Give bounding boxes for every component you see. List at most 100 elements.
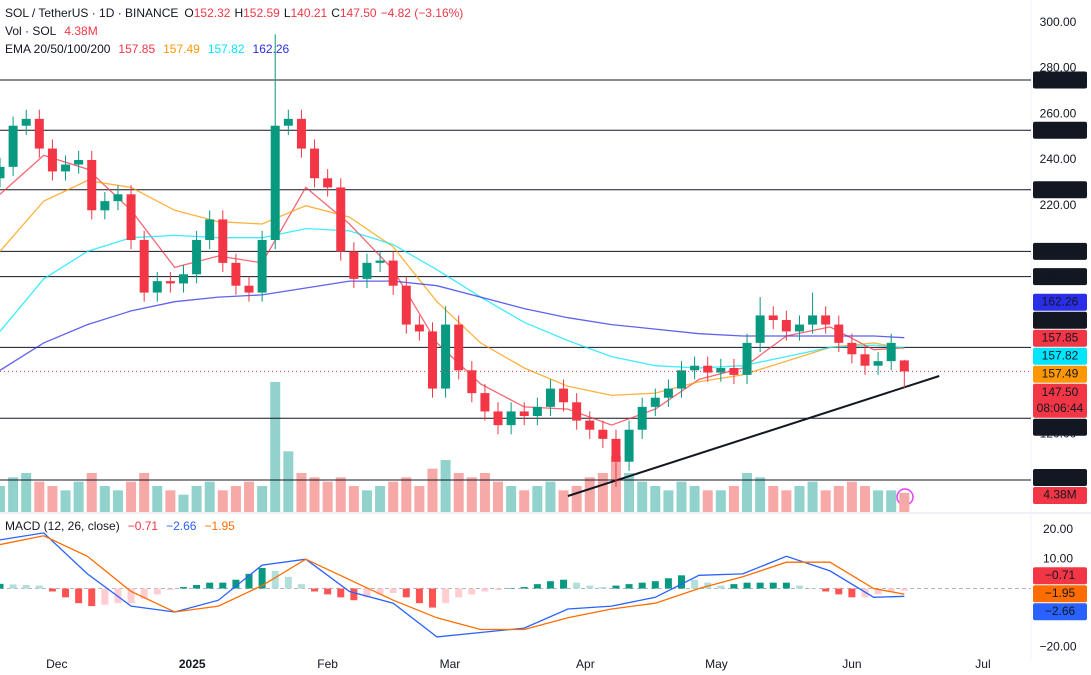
candle-body	[860, 354, 870, 366]
price-tag: 157.82	[1033, 347, 1087, 365]
volume-bar	[571, 486, 582, 512]
macd-histogram-bar	[350, 588, 358, 601]
macd-histogram-bar	[284, 576, 292, 589]
candle-body	[847, 342, 857, 355]
macd-histogram-bar	[743, 582, 751, 589]
candle-body	[493, 411, 503, 426]
candle-body	[834, 324, 844, 343]
volume-bar	[283, 451, 294, 512]
volume-bar	[859, 486, 870, 512]
candle-body	[611, 438, 621, 462]
macd-histogram-bar	[835, 588, 843, 595]
candle-body	[624, 429, 634, 462]
candle-body	[441, 324, 451, 389]
price-tag: 4.38M	[1033, 487, 1087, 505]
candle-body	[519, 411, 529, 416]
macd-histogram-bar	[415, 588, 423, 604]
price-tag-bg	[1033, 293, 1087, 311]
price-tag-label: 127.00	[1042, 419, 1079, 433]
price-tag-label: 147.50	[1042, 385, 1079, 399]
volume-bar	[899, 493, 910, 512]
candle-body	[532, 406, 542, 416]
volume-bar	[545, 481, 556, 512]
candle-body	[794, 324, 804, 332]
volume-legend-label: Vol · SOL	[5, 24, 57, 38]
volume-bar	[637, 481, 648, 512]
candle-body	[821, 315, 831, 325]
candle-body	[0, 166, 5, 179]
legend-line-1: SOL / TetherUS · 1D · BINANCE O152.32 H152…	[5, 6, 463, 20]
candle-body	[231, 262, 241, 286]
candle-body	[480, 393, 490, 412]
price-tag-bg	[1033, 365, 1087, 383]
volume-bar	[34, 481, 45, 512]
macd-histogram-bar	[35, 585, 43, 589]
macd-histogram-bar	[376, 588, 384, 595]
price-tag-label: 253.00	[1042, 122, 1079, 136]
candle-body	[178, 274, 188, 284]
volume-bar	[807, 481, 818, 512]
macd-histogram-bar	[678, 575, 686, 589]
price-tag: −0.71	[1033, 567, 1087, 585]
candle-body	[61, 164, 71, 172]
candle-body	[362, 262, 372, 279]
candle-body	[100, 201, 110, 211]
macd-histogram-bar	[101, 588, 109, 605]
y-tick-label: 10.00	[1043, 551, 1073, 565]
macd-histogram-bar	[533, 584, 541, 589]
macd-histogram-bar	[822, 588, 830, 592]
price-tag-label: 4.38M	[1043, 488, 1076, 502]
volume-bar	[388, 481, 399, 512]
volume-bar	[742, 473, 753, 512]
macd-histogram-bar	[258, 568, 266, 589]
candle-body	[47, 148, 57, 172]
volume-bar	[794, 486, 805, 512]
signal-legend-value: −1.95	[204, 519, 235, 533]
macd-histogram-bar	[887, 588, 895, 592]
volume-bar	[650, 486, 661, 512]
trendline	[567, 375, 940, 497]
volume-bar	[519, 490, 530, 512]
volume-bar	[165, 490, 176, 512]
volume-bar	[0, 486, 5, 512]
x-tick-label: Feb	[317, 657, 338, 671]
candle-body	[87, 160, 97, 211]
volume-bar	[361, 490, 372, 512]
candle-body	[257, 240, 267, 293]
candle-body	[808, 315, 818, 325]
volume-bar	[335, 477, 346, 512]
ohlc-value: 147.50	[340, 6, 377, 20]
macd-histogram-bar	[402, 588, 410, 598]
candle-body	[414, 324, 424, 332]
macd-histogram-bar	[245, 573, 253, 589]
volume-bar	[204, 481, 215, 512]
price-tag-label: 275.00	[1042, 72, 1079, 86]
macd-histogram-bar	[232, 579, 240, 589]
volume-bar	[453, 473, 464, 512]
y-tick-label: 240.00	[1040, 152, 1077, 166]
macd-histogram-bar	[560, 579, 568, 589]
macd-histogram-bar	[573, 582, 581, 589]
macd-histogram-bar	[782, 582, 790, 589]
volume-bar	[178, 494, 189, 512]
volume-bar	[270, 382, 281, 512]
candle-body	[244, 285, 254, 293]
volume-bar	[99, 486, 110, 512]
candle-body	[755, 315, 765, 343]
macd-histogram-bar	[520, 587, 528, 589]
price-tag-label: 158.00	[1042, 312, 1079, 326]
macd-histogram-bar	[389, 588, 397, 593]
candle-body	[126, 194, 136, 240]
price-tag: 100.00	[1033, 469, 1087, 487]
candle-body	[310, 148, 320, 179]
volume-bar	[8, 477, 19, 512]
macd-histogram-bar	[546, 581, 554, 589]
volume-bar	[401, 477, 412, 512]
candle-body	[205, 219, 215, 240]
candle-body	[139, 240, 149, 293]
candle-body	[388, 260, 398, 286]
price-tag-label: 157.85	[1042, 330, 1079, 344]
